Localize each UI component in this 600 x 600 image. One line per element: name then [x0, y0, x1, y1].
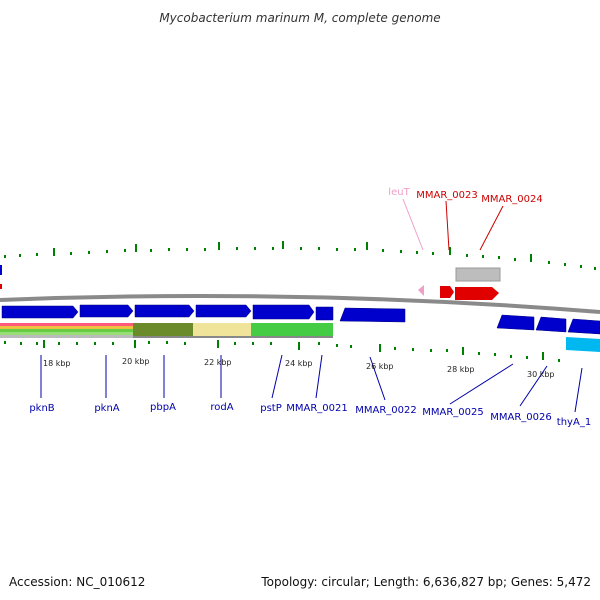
gene-MMAR_0025: [496, 314, 535, 331]
scale-label: 20 kbp: [122, 357, 150, 366]
feature-leuT: [418, 285, 424, 296]
gene-rodA: [195, 304, 252, 318]
scale-label: 30 kbp: [527, 370, 555, 379]
scale-label: 26 kbp: [366, 362, 394, 371]
gene-MMAR_0026: [535, 316, 567, 333]
gene-MMAR_0021: [315, 306, 334, 321]
edge-feature: [0, 284, 2, 289]
gene-label: MMAR_0021: [286, 403, 348, 414]
gene-labels: pknB pknA pbpA rodA pstP MMAR_0021 MMAR_…: [29, 187, 591, 428]
gene-pstP: [252, 304, 315, 320]
genome-info-text: Topology: circular; Length: 6,636,827 bp…: [260, 575, 591, 589]
scale-label: 24 kbp: [285, 359, 313, 368]
gene-MMAR_0022: [339, 307, 406, 323]
gene-label: leuT: [388, 187, 410, 198]
gene-label: MMAR_0026: [490, 412, 552, 423]
gene-pknA: [79, 304, 134, 318]
gene-label: pbpA: [150, 402, 176, 413]
feature-grey: [455, 267, 501, 282]
map-title: Mycobacterium marinum M, complete genome: [159, 11, 440, 25]
gene-label: MMAR_0022: [355, 405, 417, 416]
gene-thyA_1: [567, 318, 600, 335]
gene-label: thyA_1: [557, 417, 591, 428]
forward-genes: [1, 304, 600, 335]
feature-MMAR_0024: [455, 287, 499, 300]
feature-MMAR_0023: [440, 286, 454, 298]
scale-labels: 18 kbp 20 kbp 22 kbp 24 kbp 26 kbp 28 kb…: [43, 357, 555, 379]
gene-pknB: [1, 305, 79, 319]
feature-cyan: [566, 337, 600, 352]
gene-label: MMAR_0023: [416, 190, 478, 201]
gene-label: MMAR_0024: [481, 194, 543, 205]
coverage-bands: [0, 323, 333, 338]
label-connectors: [40, 198, 583, 413]
scale-label: 18 kbp: [43, 359, 71, 368]
gene-label: rodA: [210, 402, 233, 413]
genome-backbone: [0, 294, 600, 314]
lower-ruler: [4, 340, 560, 362]
gene-label: pknB: [29, 403, 54, 414]
upper-ruler: [4, 241, 596, 270]
gene-pbpA: [134, 304, 195, 318]
edge-feature: [0, 265, 2, 275]
scale-label: 22 kbp: [204, 358, 232, 367]
gene-label: MMAR_0025: [422, 407, 484, 418]
accession-text: Accession: NC_010612: [9, 575, 145, 589]
scale-label: 28 kbp: [447, 365, 475, 374]
gene-label: pstP: [260, 403, 282, 414]
gene-label: pknA: [94, 403, 119, 414]
